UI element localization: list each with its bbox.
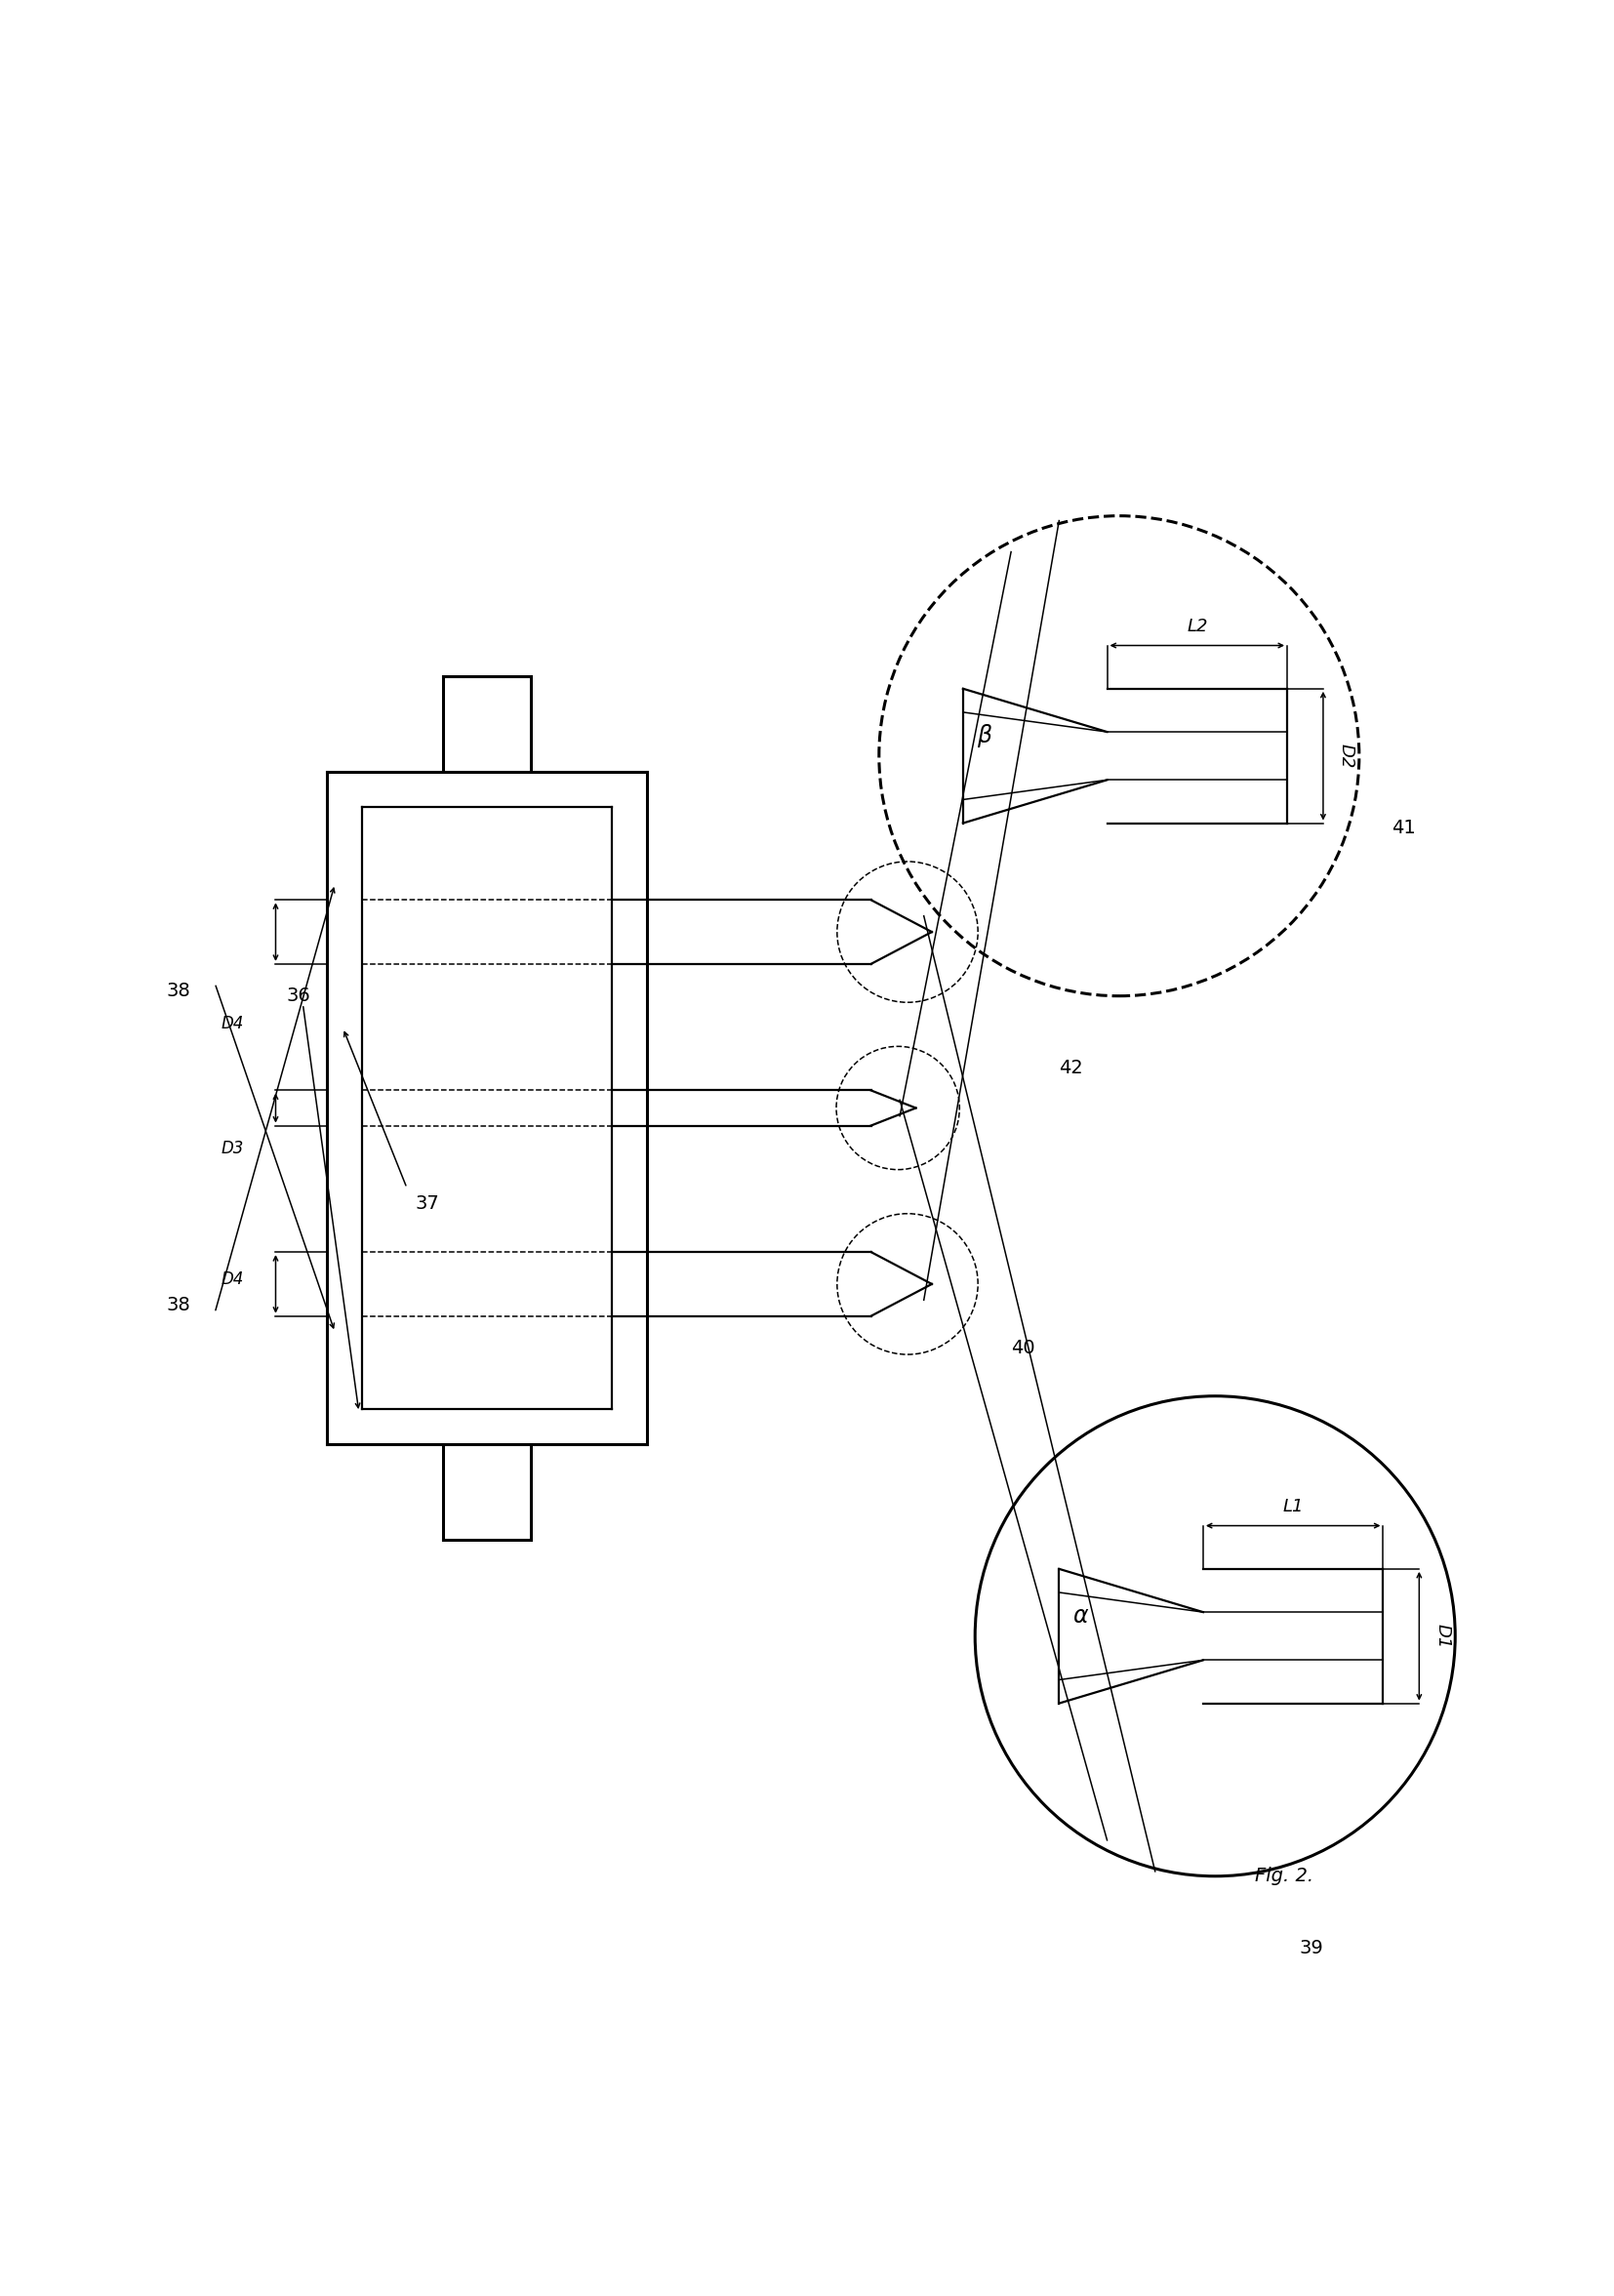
Text: 39: 39: [1299, 1938, 1323, 1958]
Text: L2: L2: [1186, 618, 1207, 636]
Text: 40: 40: [1010, 1339, 1035, 1357]
Text: 38: 38: [166, 1295, 190, 1313]
Text: 36: 36: [287, 987, 312, 1006]
Text: D4: D4: [221, 1015, 244, 1031]
Text: 38: 38: [166, 983, 190, 1001]
Text: α: α: [1073, 1605, 1088, 1628]
Text: D4: D4: [221, 1270, 244, 1288]
Text: β: β: [976, 723, 993, 748]
Text: 41: 41: [1391, 820, 1415, 838]
Text: L1: L1: [1283, 1497, 1304, 1515]
Text: 37: 37: [415, 1194, 439, 1212]
Text: Fig. 2.: Fig. 2.: [1256, 1867, 1314, 1885]
Text: D1: D1: [1433, 1623, 1451, 1649]
Text: D2: D2: [1338, 744, 1356, 769]
Text: 42: 42: [1059, 1058, 1083, 1077]
Text: D3: D3: [221, 1139, 244, 1157]
